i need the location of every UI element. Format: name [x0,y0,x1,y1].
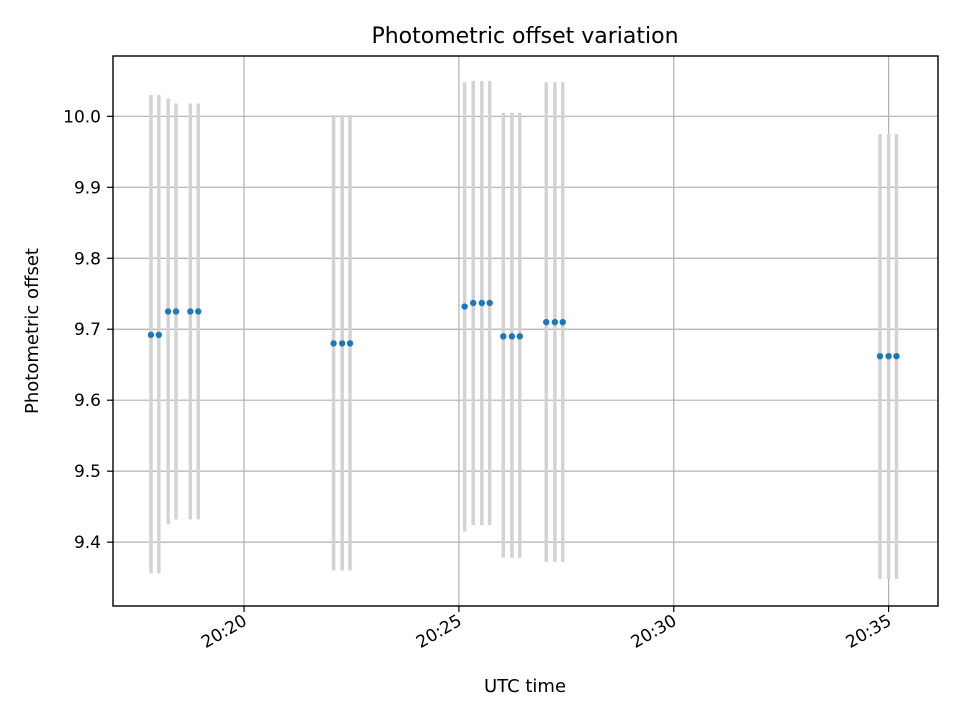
data-point [551,318,559,326]
data-point [885,352,892,360]
data-point [876,352,884,360]
data-point [508,333,516,340]
x-tick-label: 20:20 [198,611,250,653]
y-tick-label: 9.8 [74,249,101,269]
x-tick-label: 20:35 [843,611,895,653]
data-point [346,340,354,347]
x-axis-label: UTC time [484,676,566,697]
axis-ticks: 9.4 9.5 9.6 9.7 9.8 9.9 10.0 20:20 20:25 20:30 20:… [63,107,895,653]
data-point [172,308,180,315]
data-point [195,308,202,315]
y-tick-label: 9.5 [74,462,101,482]
data-point [500,333,507,340]
data-point [516,333,523,340]
data-point [893,352,900,360]
y-tick-label: 9.4 [74,533,101,553]
data-point [147,331,155,339]
data-point [559,318,566,326]
chart-title: Photometric offset variation [371,24,678,49]
data-point [330,340,337,347]
data-point [470,299,477,307]
data-point [187,308,194,315]
error-bars [149,80,899,580]
plot-frame [112,55,939,607]
x-tick-label: 20:25 [413,611,465,653]
y-axis-label: Photometric offset [22,248,43,414]
y-tick-label: 9.7 [74,320,101,340]
data-point [461,303,468,310]
y-tick-label: 9.6 [74,391,101,411]
data-point [486,299,493,307]
data-points [147,299,900,360]
grid [113,56,938,606]
y-tick-label: 9.9 [74,178,101,198]
data-point [543,318,550,326]
data-point [478,299,486,307]
y-tick-label: 10.0 [63,107,101,127]
data-point [155,331,163,339]
x-tick-label: 20:30 [628,611,680,653]
data-point [164,308,172,315]
data-point [338,340,346,347]
